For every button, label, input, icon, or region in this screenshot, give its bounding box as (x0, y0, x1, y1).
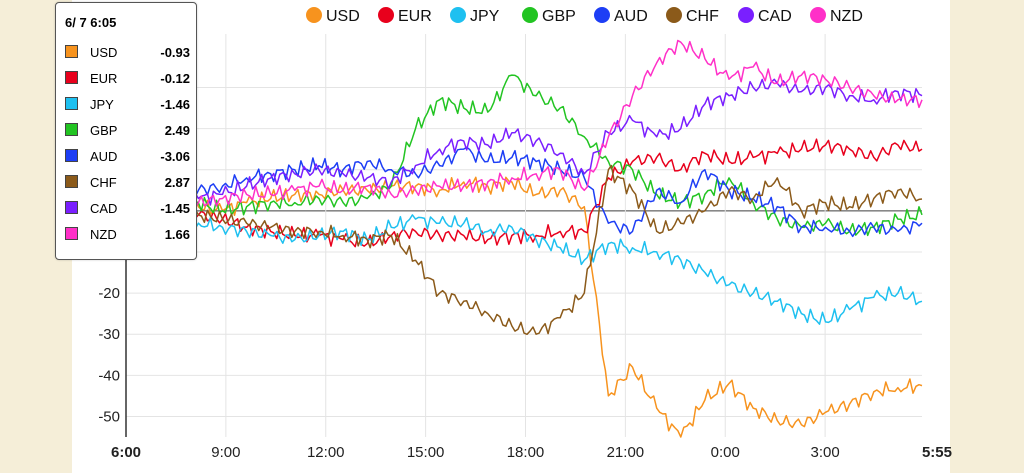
tooltip-swatch (65, 175, 78, 188)
legend-swatch-eur (378, 7, 394, 23)
series-line-nzd (125, 39, 923, 218)
x-tick-label: 3:00 (811, 444, 840, 461)
legend-label-usd[interactable]: USD (326, 8, 360, 25)
series-line-usd (125, 176, 923, 438)
tooltip-swatch (65, 149, 78, 162)
tooltip-row: CHF 2.87 (65, 171, 190, 191)
series-line-gbp (125, 74, 923, 237)
x-tick-label: 6:00 (111, 444, 141, 461)
tooltip-currency: CHF (90, 175, 117, 190)
tooltip-value: 1.66 (164, 227, 190, 242)
tooltip-row: EUR -0.12 (65, 67, 190, 87)
tooltip-row: GBP 2.49 (65, 119, 190, 139)
tooltip-value: -3.06 (160, 149, 190, 164)
legend-swatch-usd (306, 7, 322, 23)
tooltip-value: 2.87 (164, 175, 190, 190)
tooltip-currency: EUR (90, 71, 118, 86)
legend-swatch-aud (594, 7, 610, 23)
legend-swatch-nzd (810, 7, 826, 23)
tooltip-row: CAD -1.45 (65, 197, 190, 217)
tooltip-swatch (65, 227, 78, 240)
tooltip-value: -1.45 (160, 201, 190, 216)
tooltip-time: 6/ 7 6:05 (65, 15, 117, 30)
tooltip-row: NZD 1.66 (65, 223, 190, 243)
tooltip-value: 2.49 (164, 123, 190, 138)
legend-swatch-gbp (522, 7, 538, 23)
legend[interactable]: USD EUR JPY GBP AUD CHF CAD NZD (306, 7, 863, 25)
series-line-jpy (125, 214, 923, 325)
legend-label-gbp[interactable]: GBP (542, 8, 576, 25)
series-line-chf (125, 164, 923, 336)
legend-label-chf[interactable]: CHF (686, 8, 719, 25)
x-tick-label: 12:00 (307, 444, 345, 461)
tooltip-swatch (65, 45, 78, 58)
x-axis: 6:00 9:00 12:00 15:00 18:00 21:00 0:00 3:00 5:55 (111, 34, 952, 461)
tooltip-value: -1.46 (160, 97, 190, 112)
legend-swatch-jpy (450, 7, 466, 23)
tooltip-row: USD -0.93 (65, 41, 190, 61)
tooltip-swatch (65, 97, 78, 110)
x-tick-label: 18:00 (507, 444, 545, 461)
series-lines (125, 39, 923, 438)
legend-swatch-cad (738, 7, 754, 23)
tooltip-row: JPY -1.46 (65, 93, 190, 113)
series-line-aud (125, 146, 923, 238)
tooltip-swatch (65, 201, 78, 214)
tooltip-currency: AUD (90, 149, 118, 164)
legend-swatch-chf (666, 7, 682, 23)
x-tick-label: 15:00 (407, 444, 445, 461)
legend-label-aud[interactable]: AUD (614, 8, 648, 25)
tooltip-currency: CAD (90, 201, 118, 216)
y-tick-label: -40 (98, 367, 120, 384)
x-tick-label: 9:00 (211, 444, 240, 461)
series-line-cad (125, 78, 923, 216)
legend-label-cad[interactable]: CAD (758, 8, 792, 25)
tooltip-swatch (65, 123, 78, 136)
tooltip-row: AUD -3.06 (65, 145, 190, 165)
tooltip-currency: GBP (90, 123, 118, 138)
legend-label-nzd[interactable]: NZD (830, 8, 863, 25)
tooltip-currency: NZD (90, 227, 117, 242)
tooltip-currency: JPY (90, 97, 114, 112)
grid-lines (126, 34, 922, 437)
tooltip-value: -0.93 (160, 45, 190, 60)
x-tick-label: 0:00 (711, 444, 740, 461)
legend-label-eur[interactable]: EUR (398, 8, 432, 25)
tooltip-swatch (65, 71, 78, 84)
y-tick-label: -50 (98, 408, 120, 425)
hover-tooltip: 6/ 7 6:05 USD -0.93 EUR -0.12 JPY -1.46 GBP 2.4… (55, 2, 197, 260)
y-tick-label: -30 (98, 326, 120, 343)
tooltip-value: -0.12 (160, 71, 190, 86)
tooltip-currency: USD (90, 45, 118, 60)
x-tick-label: 5:55 (922, 444, 952, 461)
y-tick-label: -20 (98, 285, 120, 302)
legend-label-jpy[interactable]: JPY (470, 8, 500, 25)
x-tick-label: 21:00 (607, 444, 645, 461)
